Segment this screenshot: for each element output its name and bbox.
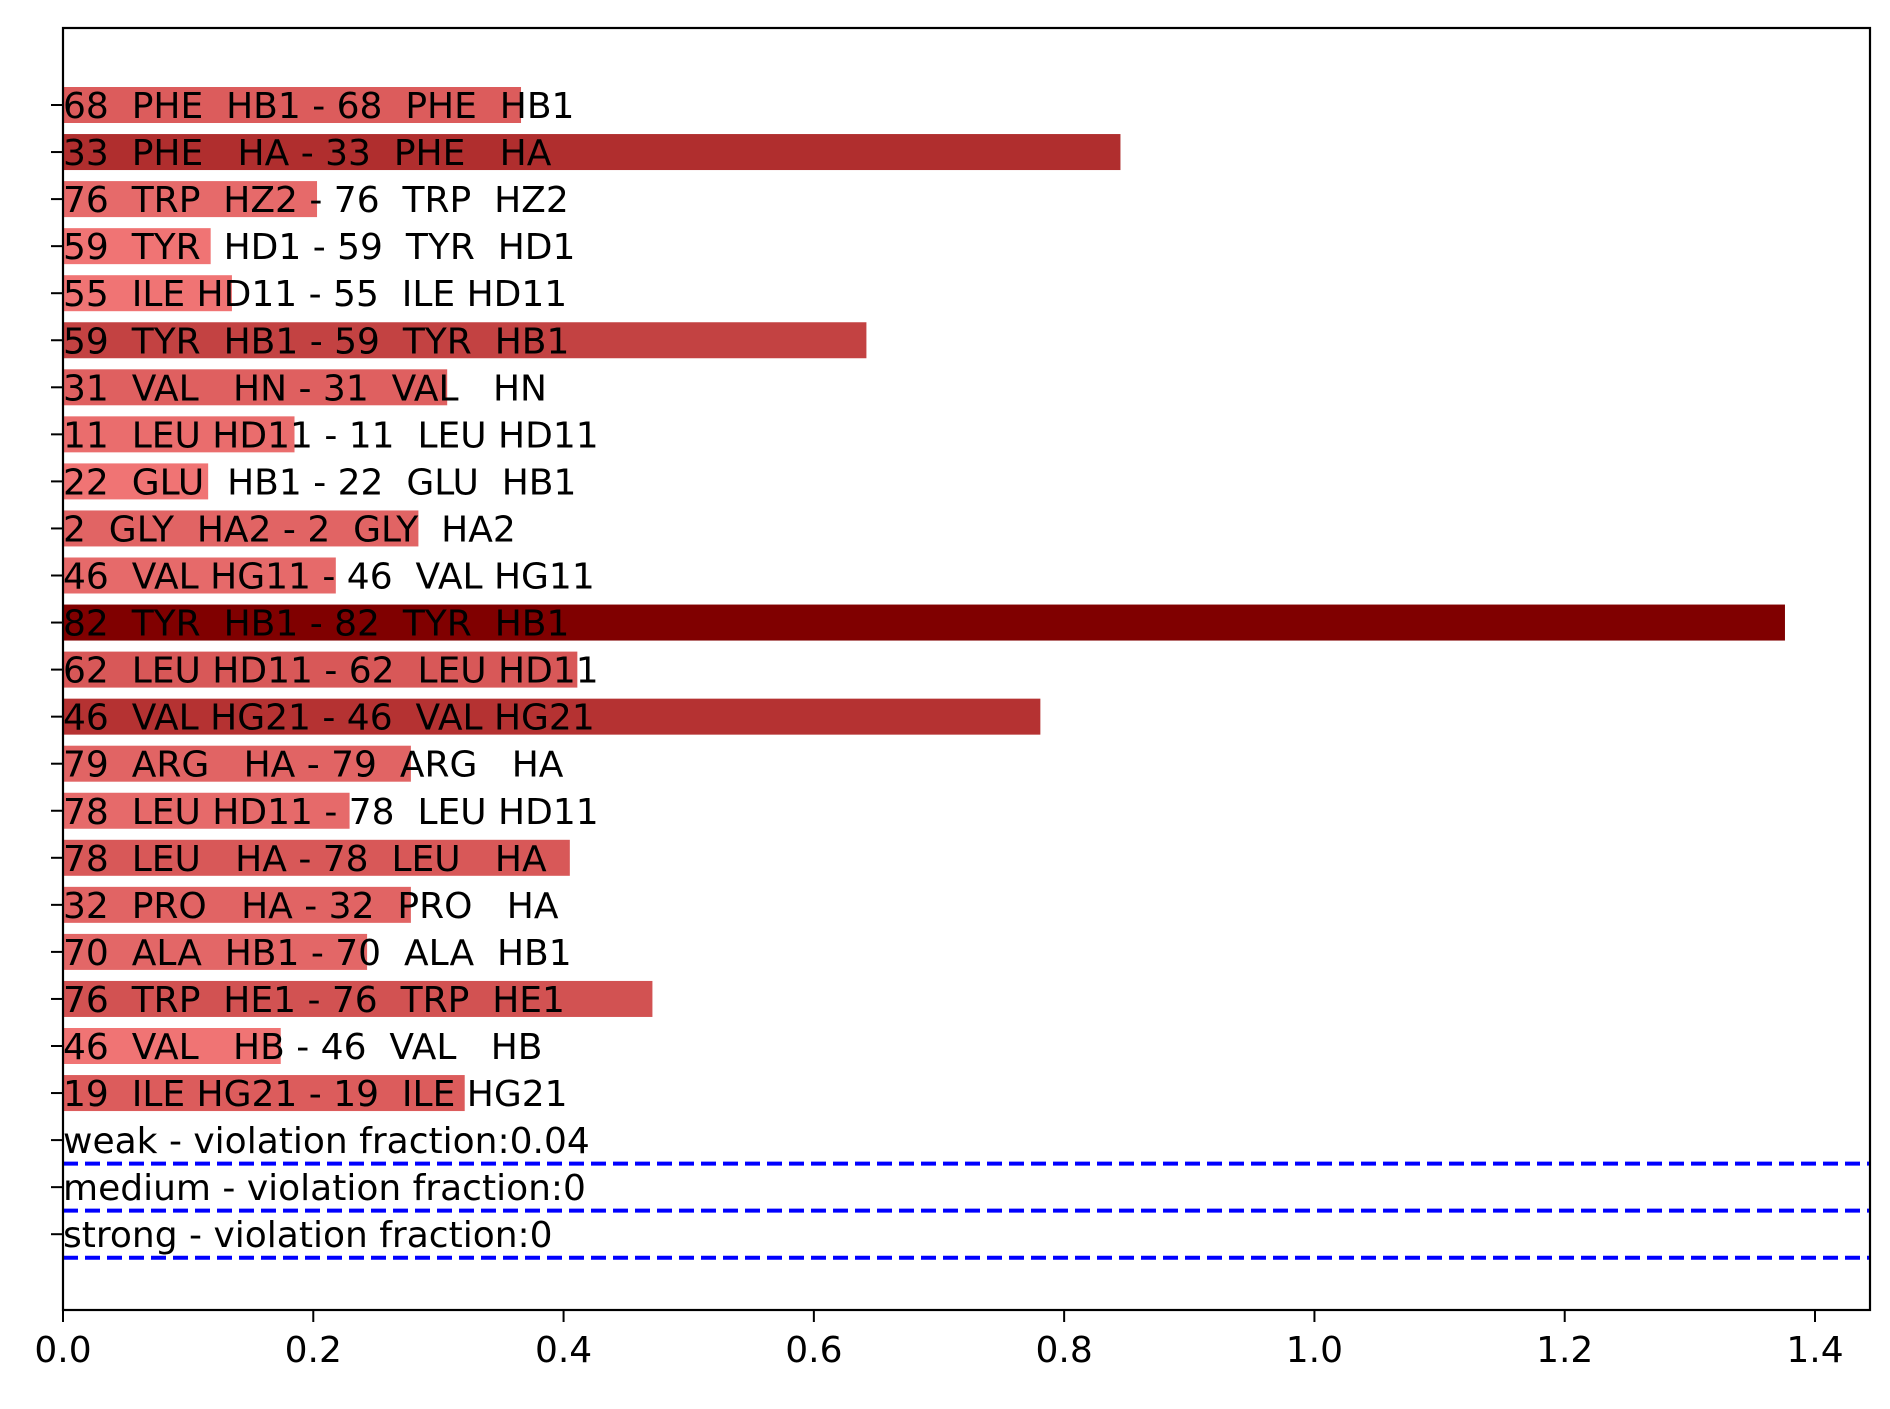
bar-label: 82 TYR HB1 - 82 TYR HB1: [63, 604, 569, 645]
bar-label: 79 ARG HA - 79 ARG HA: [63, 745, 564, 786]
bar-label: weak - violation fraction:0.04: [63, 1121, 590, 1162]
bar: [63, 275, 232, 312]
bar-label: strong - violation fraction:0: [63, 1215, 553, 1256]
bar-label: 70 ALA HB1 - 70 ALA HB1: [63, 933, 572, 974]
bar-label: 46 VAL HG11 - 46 VAL HG11: [63, 557, 595, 598]
bar: [63, 510, 419, 547]
y-ticks-layer: [51, 104, 63, 1236]
bar-label: 78 LEU HD11 - 78 LEU HD11: [63, 792, 599, 833]
bar-label: 59 TYR HD1 - 59 TYR HD1: [63, 227, 575, 268]
bar: [63, 369, 448, 406]
bar: [63, 745, 411, 782]
bar-label: 76 TRP HE1 - 76 TRP HE1: [63, 980, 565, 1021]
bar-label: 76 TRP HZ2 - 76 TRP HZ2: [63, 180, 569, 221]
bar-label: 11 LEU HD11 - 11 LEU HD11: [63, 415, 599, 456]
bar-label: 31 VAL HN - 31 VAL HN: [63, 368, 547, 409]
x-tick-label: 0.6: [785, 1330, 842, 1371]
bars-layer: [63, 87, 1785, 1112]
x-tick-label: 0.0: [34, 1330, 91, 1371]
bar: [63, 87, 522, 123]
bar: [63, 886, 411, 923]
bar: [63, 980, 653, 1017]
bar: [63, 228, 211, 265]
bar-label: 78 LEU HA - 78 LEU HA: [63, 839, 547, 880]
bar-label: 2 GLY HA2 - 2 GLY HA2: [63, 509, 516, 550]
bar-label: 22 GLU HB1 - 22 GLU HB1: [63, 462, 576, 503]
bar-label: 19 ILE HG21 - 19 ILE HG21: [63, 1074, 568, 1115]
bar: [63, 181, 318, 218]
bar-label: 62 LEU HD11 - 62 LEU HD11: [63, 651, 599, 692]
plot-frame: [61, 26, 1872, 1312]
bar: [63, 839, 570, 876]
bar-label: 32 PRO HA - 32 PRO HA: [63, 886, 559, 927]
bar: [63, 322, 867, 359]
bar-label: 46 VAL HB - 46 VAL HB: [63, 1027, 542, 1068]
bar-label: 55 ILE HD11 - 55 ILE HD11: [63, 274, 567, 315]
x-tick-label: 1.2: [1536, 1330, 1593, 1371]
bar: [63, 463, 209, 500]
bar: [63, 1028, 281, 1064]
x-tick-label: 0.2: [285, 1330, 342, 1371]
threshold-lines-layer: [63, 1161, 1870, 1260]
bar: [63, 134, 1121, 171]
bar: [63, 557, 336, 594]
bar: [63, 651, 578, 688]
x-tick-label: 1.0: [1286, 1330, 1343, 1371]
bar: [63, 933, 368, 970]
bar-label: 68 PHE HB1 - 68 PHE HB1: [63, 86, 574, 127]
bar: [63, 604, 1785, 641]
x-tick-label: 0.4: [535, 1330, 592, 1371]
x-tick-label: 0.8: [1036, 1330, 1093, 1371]
x-ticks-layer: 0.0 0.2 0.4 0.6 0.8 1.0 1.2 1.4: [34, 1310, 1844, 1371]
bar: [63, 416, 295, 453]
bar-label: medium - violation fraction:0: [63, 1168, 586, 1209]
bar-labels-layer: 68 PHE HB1 - 68 PHE HB1 33 PHE HA - 33 PH…: [63, 86, 599, 1256]
bar: [63, 1075, 465, 1112]
bar-label: 59 TYR HB1 - 59 TYR HB1: [63, 321, 569, 362]
x-tick-label: 1.4: [1786, 1330, 1843, 1371]
bar-label: 46 VAL HG21 - 46 VAL HG21: [63, 698, 595, 739]
bar: [63, 698, 1041, 735]
bar: [63, 792, 350, 829]
bar-label: 33 PHE HA - 33 PHE HA: [63, 133, 552, 174]
